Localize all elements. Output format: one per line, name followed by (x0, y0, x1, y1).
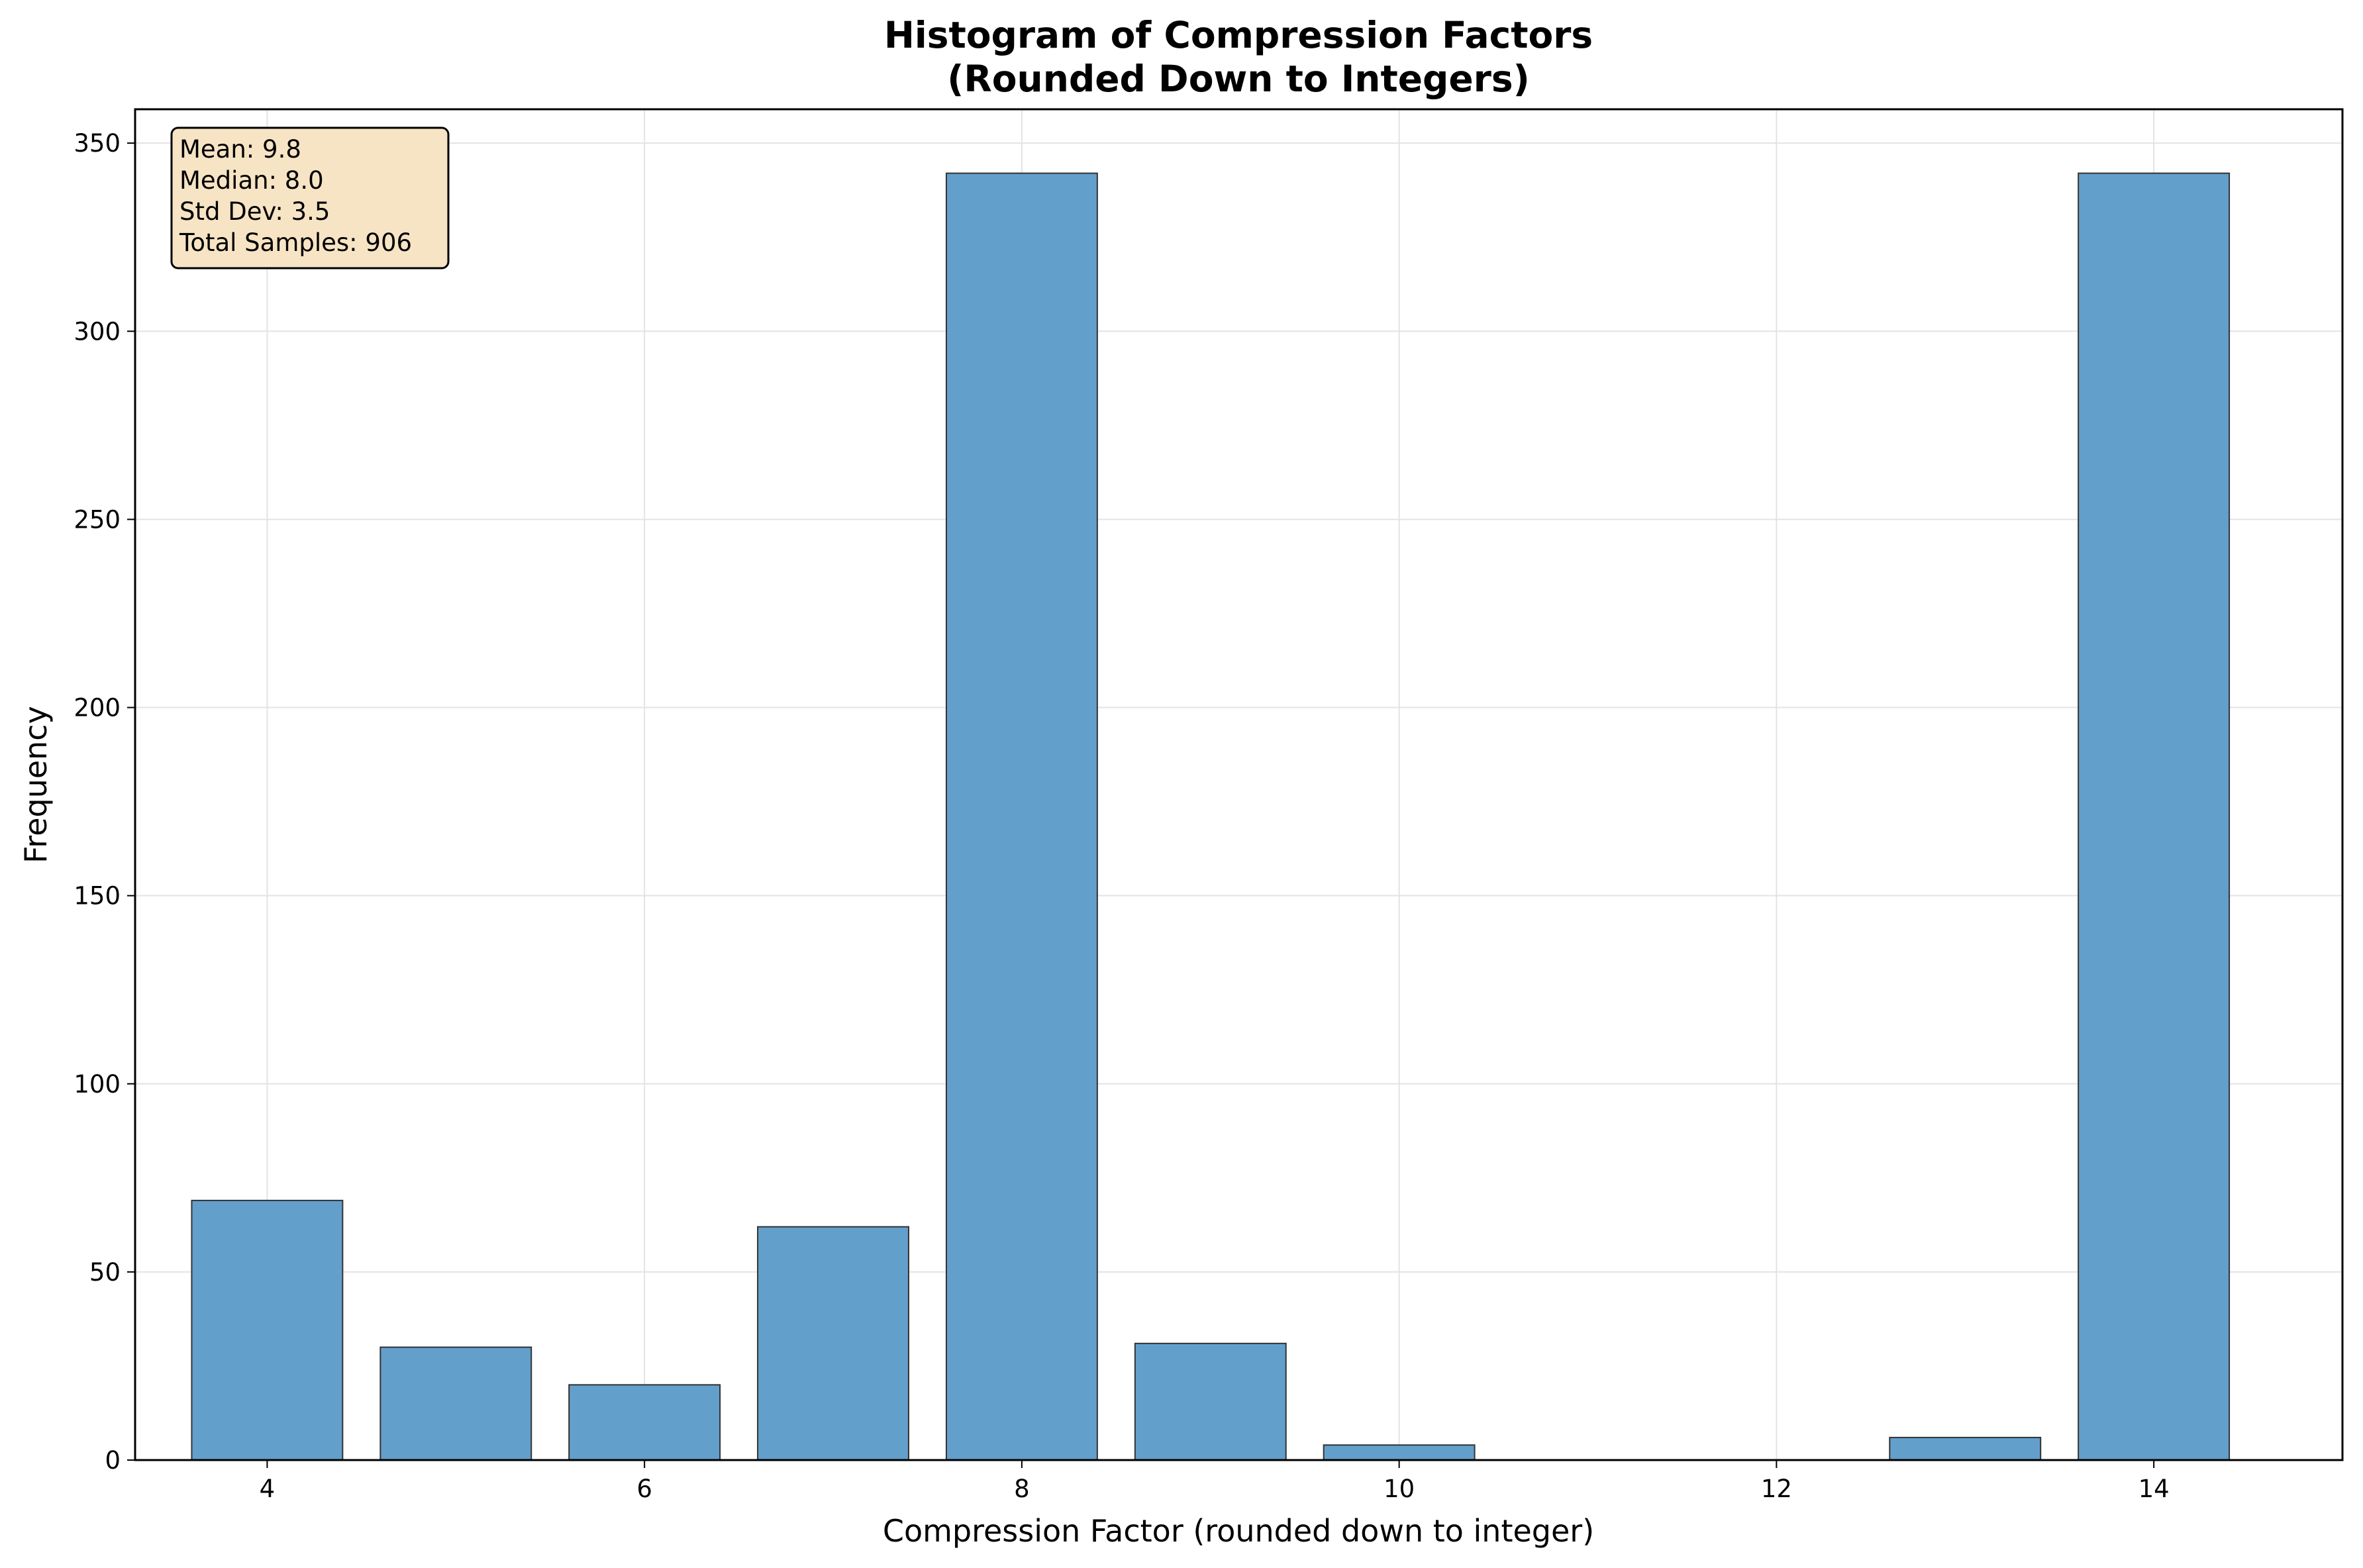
y-tick-label: 350 (74, 129, 121, 158)
x-tick-label: 10 (1383, 1475, 1415, 1503)
stats-box: Mean: 9.8 Median: 8.0 Std Dev: 3.5 Total… (170, 126, 450, 270)
y-axis-label: Frequency (18, 706, 54, 863)
x-tick-label: 6 (636, 1475, 652, 1503)
stats-mean: Mean: 9.8 (179, 135, 301, 164)
x-tick-label: 8 (1014, 1475, 1030, 1503)
y-tick-label: 250 (74, 505, 121, 534)
x-axis-ticks: 4 6 8 10 12 14 (260, 1460, 2170, 1503)
bar-6 (568, 1384, 721, 1461)
x-tick-label: 4 (260, 1475, 276, 1503)
bar-5 (379, 1346, 532, 1461)
stats-total-samples: Total Samples: 906 (179, 228, 412, 257)
y-tick-label: 300 (74, 317, 121, 346)
bar-7 (757, 1226, 909, 1461)
stats-box-background (170, 126, 450, 270)
chart-title-line-2: (Rounded Down to Integers) (947, 58, 1529, 100)
bar-4 (191, 1199, 344, 1461)
bar-9 (1134, 1342, 1287, 1461)
y-tick-label: 150 (74, 882, 121, 910)
y-tick-label: 0 (105, 1446, 121, 1475)
bar-8 (945, 172, 1098, 1461)
y-tick-label: 100 (74, 1070, 121, 1099)
bars (191, 172, 2231, 1461)
x-axis-label: Compression Factor (rounded down to inte… (883, 1513, 1594, 1549)
chart-title-line-1: Histogram of Compression Factors (884, 14, 1593, 56)
stats-median: Median: 8.0 (179, 166, 324, 195)
bar-10 (1323, 1444, 1476, 1461)
y-axis-ticks: 0 50 100 150 200 250 300 350 (74, 129, 135, 1475)
bar-13 (1889, 1436, 2042, 1461)
x-tick-label: 14 (2138, 1475, 2170, 1503)
stats-std-dev: Std Dev: 3.5 (179, 197, 330, 226)
bar-14 (2078, 172, 2231, 1461)
y-tick-label: 200 (74, 694, 121, 722)
y-tick-label: 50 (89, 1258, 121, 1287)
plot-frame (134, 108, 2344, 1461)
x-tick-label: 12 (1761, 1475, 1792, 1503)
